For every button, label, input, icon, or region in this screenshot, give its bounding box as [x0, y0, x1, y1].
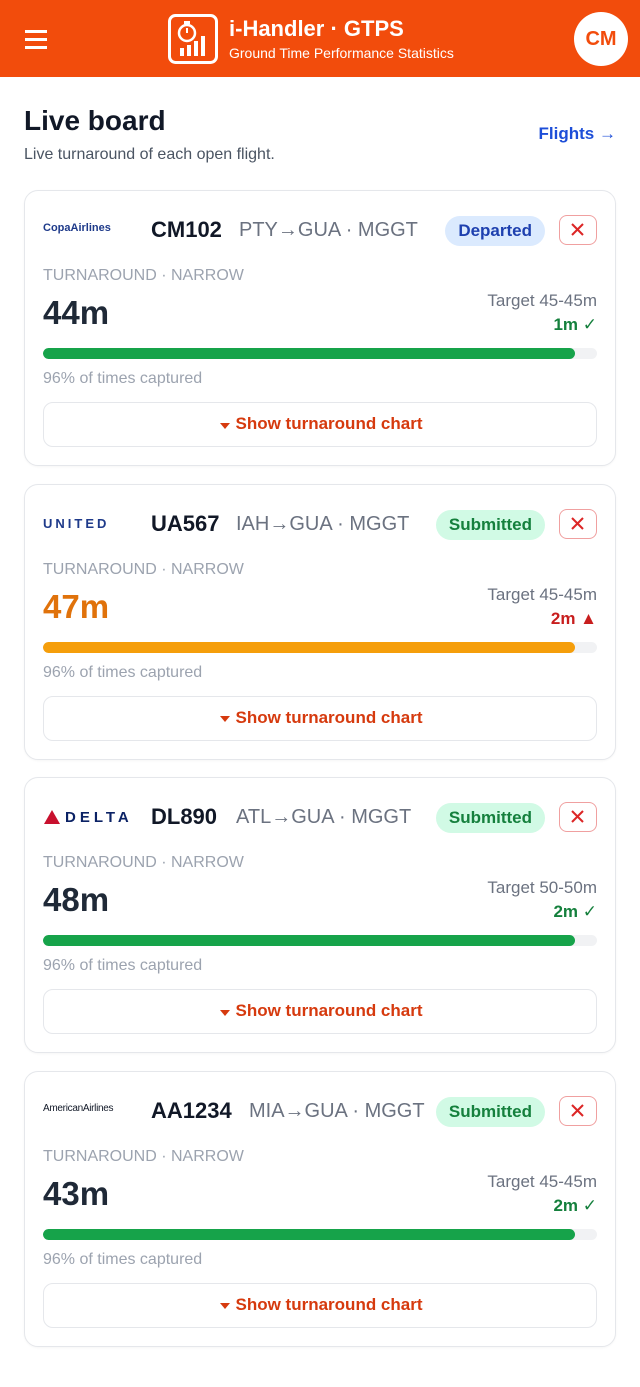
turnaround-time: 48m	[43, 881, 110, 918]
airline-logo: AmericanAirlines	[43, 1102, 114, 1114]
status-badge: Submitted	[435, 1096, 545, 1127]
close-icon	[571, 223, 584, 236]
progress-fill	[43, 935, 575, 946]
chart-toggle[interactable]: Show turnaround chart	[43, 402, 597, 447]
close-button[interactable]	[559, 215, 597, 245]
flight-card: CopaAirlines CM102 PTY→GUA · MGGT Departed T…	[24, 190, 616, 466]
flight-route: PTY→GUA · MGGT	[239, 219, 418, 241]
progress-fill	[43, 1228, 575, 1240]
captured-label: 96% of times captured	[43, 1250, 203, 1268]
caret-icon	[219, 1303, 230, 1310]
app-header: i-Handler · GTPS Ground Time Performance…	[0, 0, 640, 77]
progress-fill	[43, 348, 575, 359]
target-delta: 1m ✓	[553, 315, 597, 334]
flight-code: CM102	[151, 217, 222, 242]
progress-track	[43, 1228, 597, 1240]
status-badge: Submitted	[435, 509, 545, 540]
flight-code: AA1234	[151, 1097, 232, 1123]
status-badge: Departed	[445, 216, 545, 246]
close-button[interactable]	[559, 802, 597, 832]
page-subtitle: Live turnaround of each open flight.	[24, 146, 275, 163]
flight-card: UNITED UA567 IAH→GUA · MGGT Submitted TURNAR…	[24, 483, 616, 760]
app-subtitle: Ground Time Performance Statistics	[229, 45, 454, 61]
target-delta: 2m ▲	[550, 608, 597, 628]
flights-link[interactable]: Flights →	[538, 124, 616, 143]
close-icon	[571, 516, 584, 530]
chart-toggle[interactable]: Show turnaround chart	[43, 1282, 597, 1328]
turnaround-time: 44m	[43, 294, 110, 331]
avatar[interactable]: CM	[574, 12, 628, 66]
turnaround-label: TURNAROUND · NARROW	[43, 1147, 244, 1165]
caret-icon	[219, 422, 230, 429]
captured-label: 96% of times captured	[43, 957, 203, 974]
target-delta: 2m ✓	[553, 1195, 597, 1215]
target-range: Target 50-50m	[487, 878, 597, 897]
airline-logo: DELTA	[43, 809, 133, 826]
page-title: Live board	[24, 105, 166, 136]
progress-track	[43, 348, 597, 359]
close-button[interactable]	[559, 508, 597, 539]
airline-logo: UNITED	[43, 515, 110, 531]
close-button[interactable]	[559, 1095, 597, 1126]
chart-toggle-label: Show turnaround chart	[235, 707, 423, 727]
turnaround-label: TURNAROUND · NARROW	[43, 267, 244, 284]
flight-route: MIA→GUA · MGGT	[249, 1099, 425, 1122]
caret-icon	[219, 716, 230, 723]
status-badge: Submitted	[435, 803, 545, 833]
flight-route: ATL→GUA · MGGT	[236, 806, 412, 828]
progress-fill	[43, 641, 575, 653]
app-logo	[168, 14, 218, 64]
target-delta: 2m ✓	[553, 902, 597, 921]
logo-mark	[44, 810, 60, 824]
flight-card: DELTA DL890 ATL→GUA · MGGT Submitted TURNARO…	[24, 777, 616, 1053]
app-title: i-Handler · GTPS	[229, 16, 404, 41]
close-icon	[571, 810, 584, 823]
caret-icon	[219, 1009, 230, 1016]
airline-logo: CopaAirlines	[43, 222, 111, 234]
chart-toggle[interactable]: Show turnaround chart	[43, 989, 597, 1034]
target-range: Target 45-45m	[487, 291, 597, 310]
target-range: Target 45-45m	[487, 1171, 597, 1191]
chart-toggle[interactable]: Show turnaround chart	[43, 695, 597, 741]
chart-toggle-label: Show turnaround chart	[235, 414, 423, 433]
turnaround-label: TURNAROUND · NARROW	[43, 560, 244, 578]
flight-route: IAH→GUA · MGGT	[236, 512, 410, 535]
chart-toggle-label: Show turnaround chart	[235, 1001, 423, 1020]
chart-toggle-label: Show turnaround chart	[235, 1294, 423, 1314]
progress-track	[43, 935, 597, 946]
progress-track	[43, 641, 597, 653]
flight-code: UA567	[151, 510, 220, 536]
turnaround-time: 43m	[43, 1174, 110, 1212]
close-icon	[571, 1103, 584, 1117]
menu-button[interactable]	[25, 29, 49, 49]
flight-card: AmericanAirlines AA1234 MIA→GUA · MGGT Subm…	[24, 1070, 616, 1347]
turnaround-time: 47m	[43, 587, 110, 625]
target-range: Target 45-45m	[487, 584, 597, 604]
captured-label: 96% of times captured	[43, 370, 203, 387]
turnaround-label: TURNAROUND · NARROW	[43, 854, 244, 871]
flight-code: DL890	[151, 804, 218, 829]
captured-label: 96% of times captured	[43, 663, 203, 681]
